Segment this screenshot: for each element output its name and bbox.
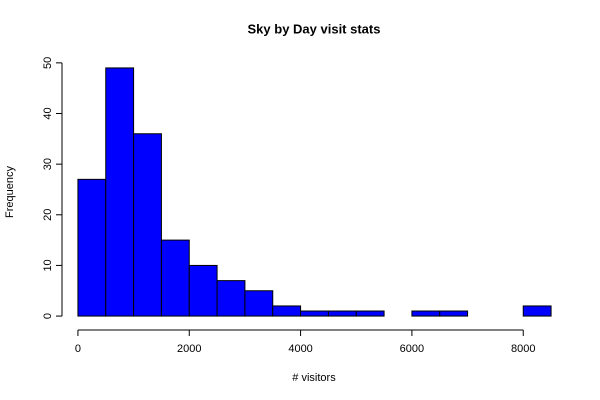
bar [216, 280, 246, 317]
bar [522, 305, 552, 317]
x-tick-label: 0 [75, 343, 81, 355]
bar [188, 264, 218, 317]
x-tick-label: 8000 [511, 343, 535, 355]
bar [327, 310, 357, 317]
bar [160, 239, 190, 317]
y-tick-label: 30 [42, 158, 54, 170]
bar [411, 310, 441, 317]
bar [77, 178, 107, 317]
chart-title: Sky by Day visit stats [248, 21, 381, 36]
bar [355, 310, 385, 317]
bar [272, 305, 302, 317]
x-tick-label: 2000 [177, 343, 201, 355]
y-axis-label: Frequency [4, 166, 16, 218]
x-axis-label: # visitors [292, 372, 336, 384]
y-tick-label: 40 [42, 107, 54, 119]
y-tick-label: 10 [42, 259, 54, 271]
y-tick-label: 50 [42, 57, 54, 69]
x-tick-label: 6000 [400, 343, 424, 355]
x-tick-label: 4000 [288, 343, 312, 355]
bar [439, 310, 469, 317]
y-tick-label: 20 [42, 209, 54, 221]
bar [105, 67, 135, 317]
bar [244, 290, 274, 317]
bar [133, 133, 162, 317]
bar [300, 310, 329, 317]
y-tick-label: 0 [42, 313, 54, 319]
